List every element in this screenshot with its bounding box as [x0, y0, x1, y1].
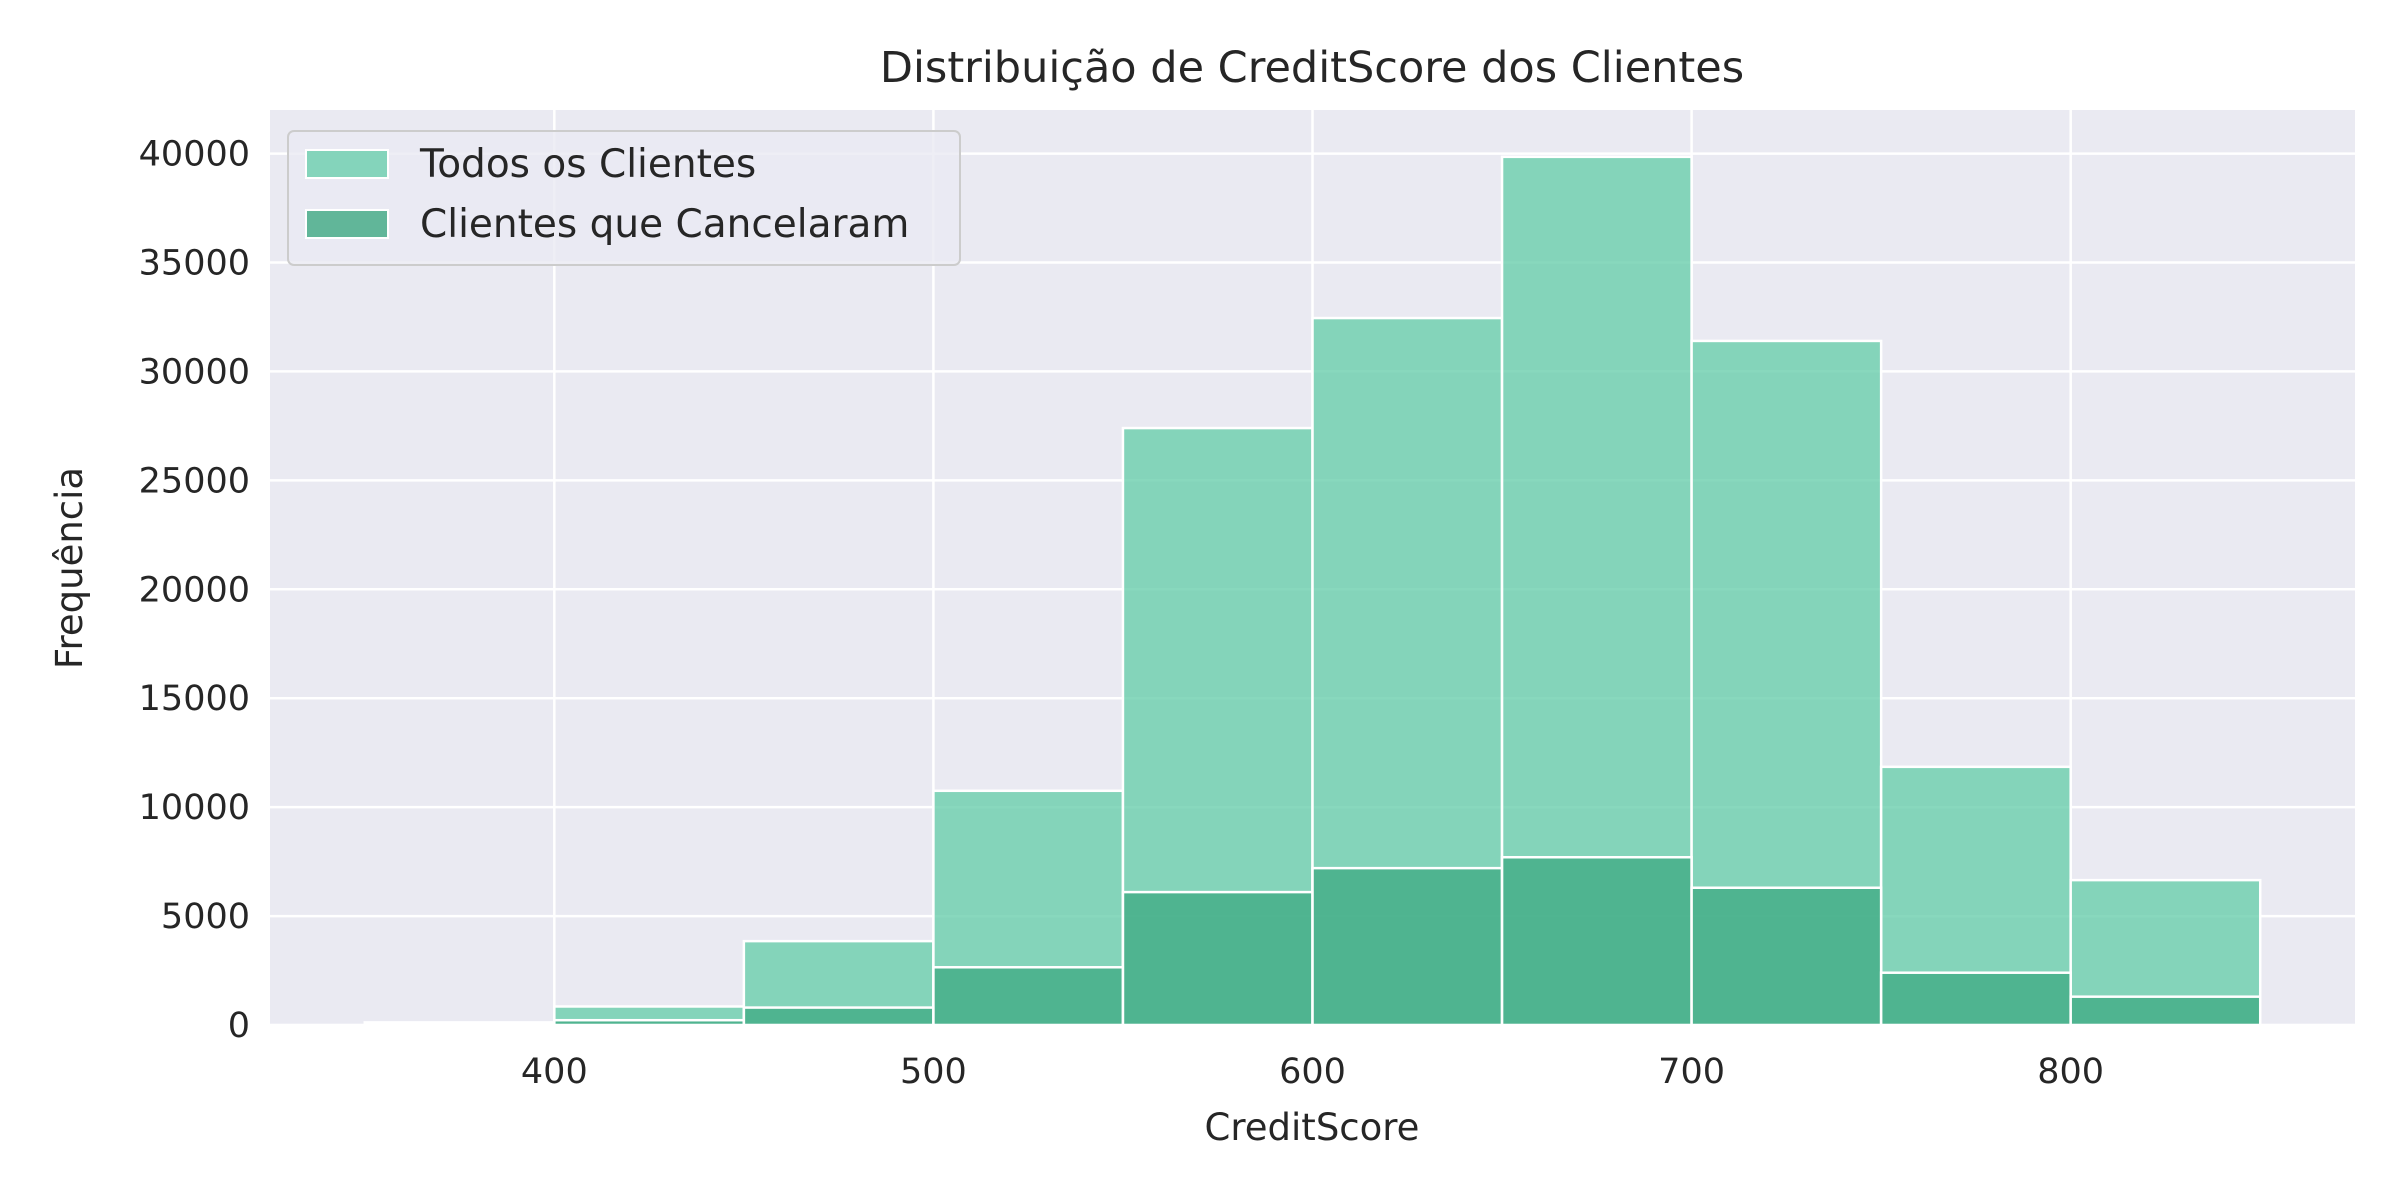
bar-cancelaram-9 [2069, 995, 2262, 1027]
bar-cancelaram-3 [932, 966, 1125, 1027]
x-tick-label: 600 [1279, 1052, 1346, 1092]
x-tick-label: 700 [1658, 1052, 1725, 1092]
x-tick-label: 400 [521, 1052, 588, 1092]
x-tick-labels: 400 500 600 700 800 [521, 1052, 2104, 1092]
bar-cancelaram-1 [553, 1018, 746, 1027]
legend-swatch-cancelaram [305, 209, 389, 239]
y-tick-label: 10000 [139, 788, 250, 828]
y-tick-label: 40000 [139, 135, 250, 175]
bar-cancelaram-7 [1690, 886, 1883, 1027]
y-tick-labels: 0 5000 10000 15000 20000 25000 30000 35000 40000 [139, 135, 250, 1046]
legend-label-todos: Todos os Clientes [419, 142, 756, 187]
y-tick-label: 20000 [139, 570, 250, 610]
y-tick-label: 30000 [139, 352, 250, 392]
bar-cancelaram-5 [1311, 866, 1504, 1027]
bar-cancelaram-4 [1121, 890, 1314, 1027]
chart-title: Distribuição de CreditScore dos Clientes [880, 43, 1744, 93]
x-tick-label: 800 [2037, 1052, 2104, 1092]
legend: Todos os Clientes Clientes que Cancelara… [287, 130, 961, 266]
y-tick-label: 25000 [139, 461, 250, 501]
x-tick-label: 500 [900, 1052, 967, 1092]
y-axis-label: Frequência [48, 467, 91, 669]
histogram-bars [363, 155, 2262, 1027]
bar-cancelaram-6 [1500, 856, 1693, 1027]
legend-label-cancelaram: Clientes que Cancelaram [420, 202, 909, 247]
bar-cancelaram-2 [742, 1006, 935, 1027]
y-tick-label: 0 [228, 1006, 250, 1046]
bar-cancelaram-8 [1879, 971, 2072, 1027]
y-tick-label: 35000 [139, 244, 250, 284]
legend-box [287, 130, 961, 266]
y-tick-label: 15000 [139, 679, 250, 719]
x-axis-label: CreditScore [1205, 1106, 1420, 1149]
y-tick-label: 5000 [161, 897, 250, 937]
legend-swatch-todos [305, 149, 389, 179]
